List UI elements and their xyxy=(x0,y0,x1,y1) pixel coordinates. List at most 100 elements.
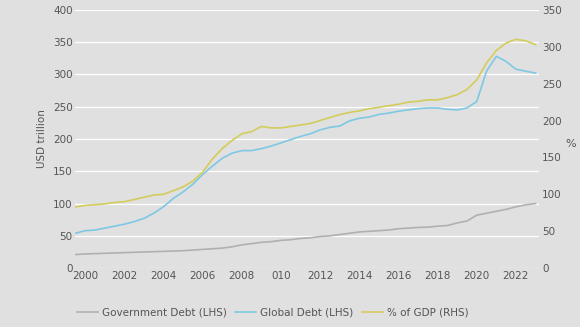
Government Debt (LHS) xyxy=(140,250,147,254)
Government Debt (LHS) xyxy=(356,230,362,234)
% of GDP (RHS) xyxy=(130,198,137,201)
Global Debt (LHS) xyxy=(219,156,226,160)
% of GDP (RHS) xyxy=(444,96,451,100)
Global Debt (LHS) xyxy=(503,60,510,63)
% of GDP (RHS) xyxy=(229,139,235,143)
Government Debt (LHS) xyxy=(425,225,432,229)
% of GDP (RHS) xyxy=(170,189,177,193)
Global Debt (LHS) xyxy=(434,106,441,110)
Global Debt (LHS) xyxy=(327,125,333,129)
% of GDP (RHS) xyxy=(102,202,108,206)
Global Debt (LHS) xyxy=(375,112,382,116)
Global Debt (LHS) xyxy=(297,134,304,138)
Global Debt (LHS) xyxy=(454,108,461,112)
Global Debt (LHS) xyxy=(140,216,147,220)
Global Debt (LHS) xyxy=(483,69,490,73)
% of GDP (RHS) xyxy=(532,43,539,46)
Government Debt (LHS) xyxy=(532,201,539,206)
Global Debt (LHS) xyxy=(199,173,206,177)
Government Debt (LHS) xyxy=(102,251,108,255)
Government Debt (LHS) xyxy=(160,250,167,253)
Global Debt (LHS) xyxy=(346,119,353,123)
% of GDP (RHS) xyxy=(160,192,167,196)
% of GDP (RHS) xyxy=(483,61,490,65)
% of GDP (RHS) xyxy=(375,105,382,109)
Line: Global Debt (LHS): Global Debt (LHS) xyxy=(75,56,535,233)
Y-axis label: %: % xyxy=(565,139,575,149)
Global Debt (LHS) xyxy=(444,107,451,111)
Government Debt (LHS) xyxy=(248,242,255,246)
Global Debt (LHS) xyxy=(258,147,265,151)
% of GDP (RHS) xyxy=(356,109,362,113)
% of GDP (RHS) xyxy=(297,123,304,127)
Government Debt (LHS) xyxy=(297,236,304,240)
% of GDP (RHS) xyxy=(395,102,402,106)
Global Debt (LHS) xyxy=(111,224,118,228)
Government Debt (LHS) xyxy=(327,234,333,238)
% of GDP (RHS) xyxy=(150,193,157,197)
Line: Government Debt (LHS): Government Debt (LHS) xyxy=(75,203,535,255)
% of GDP (RHS) xyxy=(72,205,79,209)
Global Debt (LHS) xyxy=(463,106,470,110)
Government Debt (LHS) xyxy=(111,251,118,255)
% of GDP (RHS) xyxy=(346,111,353,114)
Global Debt (LHS) xyxy=(82,229,89,232)
Government Debt (LHS) xyxy=(268,240,275,244)
Government Debt (LHS) xyxy=(190,248,197,252)
% of GDP (RHS) xyxy=(111,200,118,204)
Global Debt (LHS) xyxy=(150,211,157,215)
Government Debt (LHS) xyxy=(395,227,402,231)
Government Debt (LHS) xyxy=(121,251,128,255)
% of GDP (RHS) xyxy=(365,107,372,111)
Government Debt (LHS) xyxy=(180,249,187,253)
Line: % of GDP (RHS): % of GDP (RHS) xyxy=(75,39,535,207)
Global Debt (LHS) xyxy=(415,107,422,111)
Government Debt (LHS) xyxy=(454,221,461,225)
Government Debt (LHS) xyxy=(336,232,343,236)
% of GDP (RHS) xyxy=(190,179,197,183)
Global Debt (LHS) xyxy=(268,144,275,148)
Global Debt (LHS) xyxy=(190,182,197,186)
Government Debt (LHS) xyxy=(365,229,372,233)
Global Debt (LHS) xyxy=(395,109,402,113)
Government Debt (LHS) xyxy=(307,236,314,240)
Global Debt (LHS) xyxy=(336,124,343,128)
Global Debt (LHS) xyxy=(512,67,519,71)
% of GDP (RHS) xyxy=(219,146,226,150)
Government Debt (LHS) xyxy=(238,243,245,247)
Government Debt (LHS) xyxy=(434,224,441,228)
% of GDP (RHS) xyxy=(336,113,343,117)
% of GDP (RHS) xyxy=(258,125,265,129)
% of GDP (RHS) xyxy=(463,88,470,92)
Global Debt (LHS) xyxy=(473,99,480,103)
Government Debt (LHS) xyxy=(72,253,79,257)
Government Debt (LHS) xyxy=(346,231,353,235)
Global Debt (LHS) xyxy=(248,149,255,153)
Government Debt (LHS) xyxy=(473,213,480,217)
Global Debt (LHS) xyxy=(532,71,539,75)
Government Debt (LHS) xyxy=(82,252,89,256)
Government Debt (LHS) xyxy=(415,226,422,230)
% of GDP (RHS) xyxy=(503,41,510,45)
Government Debt (LHS) xyxy=(512,205,519,209)
Global Debt (LHS) xyxy=(425,106,432,110)
Global Debt (LHS) xyxy=(522,69,529,73)
Government Debt (LHS) xyxy=(405,226,412,230)
Government Debt (LHS) xyxy=(317,234,324,238)
Global Debt (LHS) xyxy=(238,149,245,153)
Global Debt (LHS) xyxy=(277,141,284,145)
% of GDP (RHS) xyxy=(512,37,519,41)
Government Debt (LHS) xyxy=(483,211,490,215)
Government Debt (LHS) xyxy=(258,240,265,244)
% of GDP (RHS) xyxy=(209,157,216,161)
Legend: Government Debt (LHS), Global Debt (LHS), % of GDP (RHS): Government Debt (LHS), Global Debt (LHS)… xyxy=(72,303,473,322)
% of GDP (RHS) xyxy=(180,185,187,189)
Government Debt (LHS) xyxy=(229,245,235,249)
Global Debt (LHS) xyxy=(72,231,79,235)
% of GDP (RHS) xyxy=(317,119,324,123)
% of GDP (RHS) xyxy=(92,203,99,207)
% of GDP (RHS) xyxy=(385,104,392,108)
% of GDP (RHS) xyxy=(405,100,412,104)
% of GDP (RHS) xyxy=(199,170,206,174)
Global Debt (LHS) xyxy=(121,222,128,226)
